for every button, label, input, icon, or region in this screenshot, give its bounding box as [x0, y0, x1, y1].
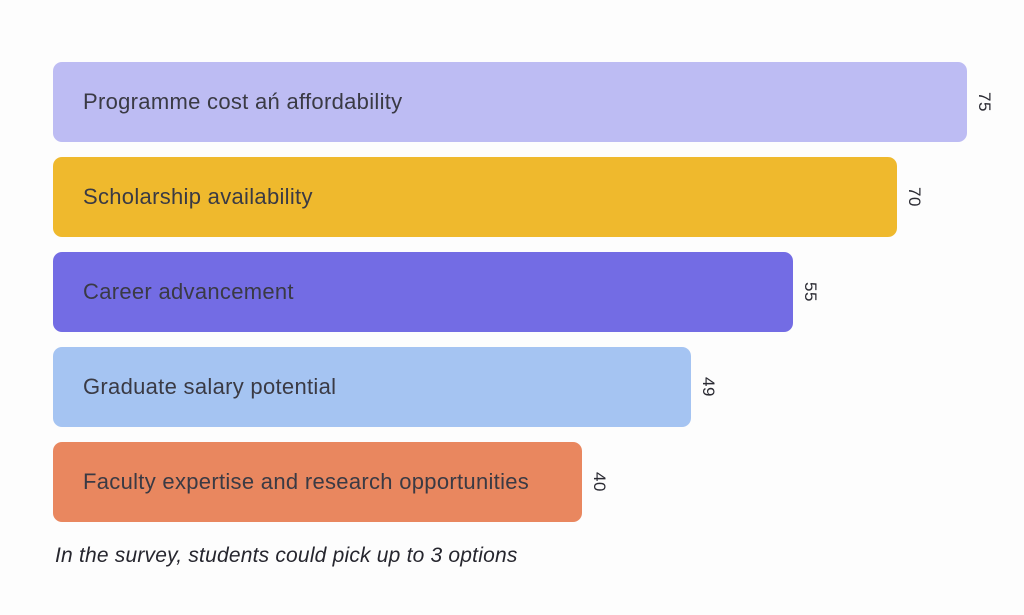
bar-label-graduate-salary: Graduate salary potential — [83, 374, 337, 399]
bar-row-career-advancement: Career advancement 55 — [53, 252, 1024, 332]
bar-label-career-advancement: Career advancement — [83, 279, 294, 304]
bar-row-faculty-expertise: Faculty expertise and research opportuni… — [53, 442, 1024, 522]
bar-value-programme-cost: 75 — [975, 92, 994, 112]
bar-career-advancement: Career advancement — [53, 252, 793, 332]
bar-label-faculty-expertise: Faculty expertise and research opportuni… — [83, 469, 530, 494]
bar-label-scholarship: Scholarship availability — [83, 184, 313, 209]
bar-value-graduate-salary: 49 — [699, 377, 718, 397]
bar-row-graduate-salary: Graduate salary potential 49 — [53, 347, 1024, 427]
bar-row-programme-cost: Programme cost ań affordability 75 — [53, 62, 1024, 142]
bar-value-scholarship: 70 — [905, 187, 924, 207]
bar-row-scholarship: Scholarship availability 70 — [53, 157, 1024, 237]
bar-value-career-advancement: 55 — [801, 282, 820, 302]
bar-value-faculty-expertise: 40 — [590, 472, 609, 492]
bar-graduate-salary: Graduate salary potential — [53, 347, 691, 427]
chart-plot-area: Programme cost ań affordability 75 Schol… — [53, 62, 1024, 522]
bar-programme-cost: Programme cost ań affordability — [53, 62, 967, 142]
bar-faculty-expertise: Faculty expertise and research opportuni… — [53, 442, 582, 522]
chart-caption: In the survey, students could pick up to… — [55, 544, 518, 567]
bar-label-programme-cost: Programme cost ań affordability — [83, 89, 403, 114]
bar-scholarship: Scholarship availability — [53, 157, 897, 237]
